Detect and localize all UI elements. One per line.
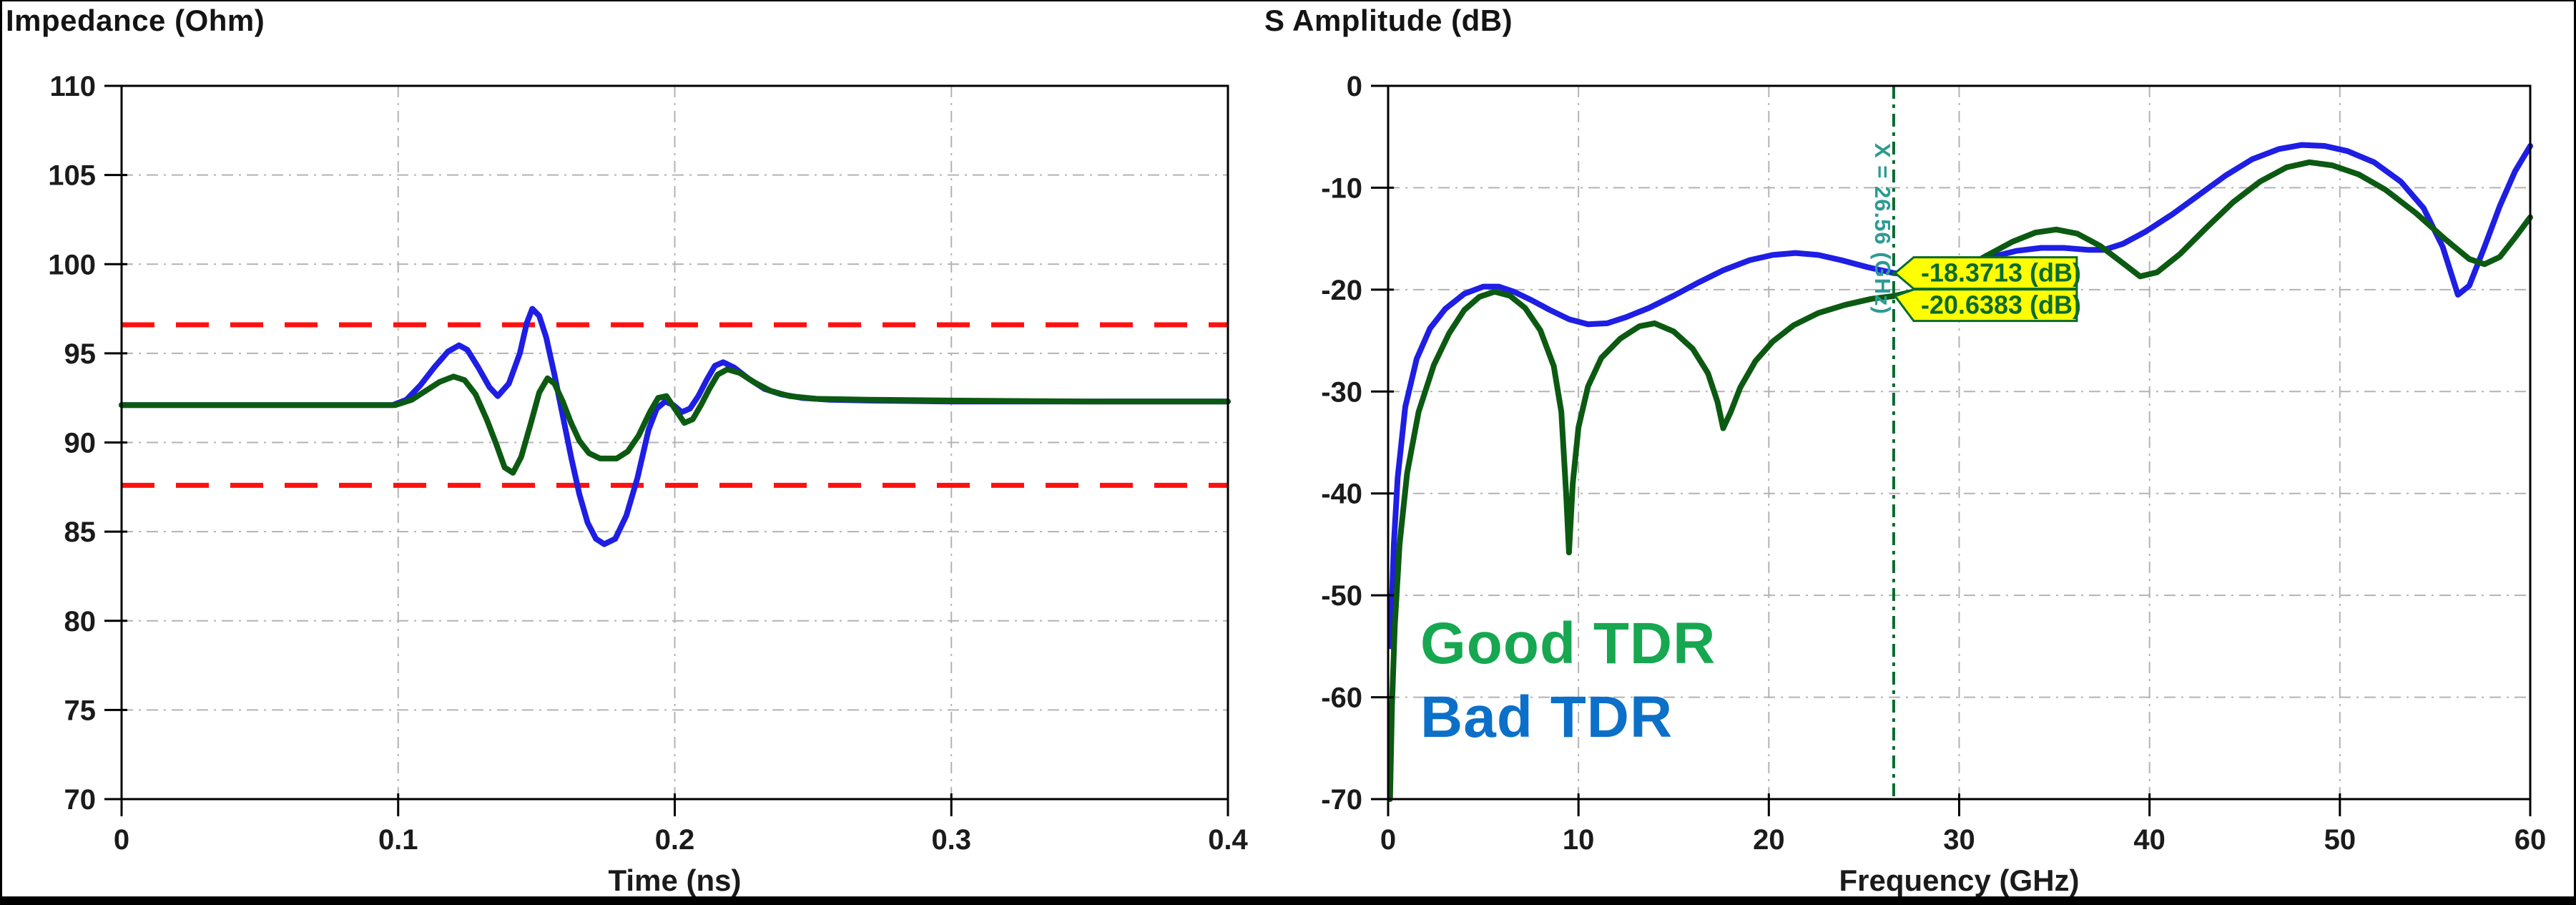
- s-amplitude-chart: X = 26.56 (GHz) -18.3713 (dB)-20.6383 (dB…: [1321, 71, 2546, 897]
- legend: Good TDR Bad TDR: [1420, 607, 1716, 755]
- series-good-tdr: [1387, 159, 2533, 802]
- s-amplitude-chart-title: S Amplitude (dB): [1264, 4, 1513, 37]
- callout-value: -20.6383 (dB): [1921, 290, 2081, 320]
- y-tick-label: -10: [1321, 172, 1362, 204]
- y-tick-label: -40: [1321, 479, 1362, 510]
- callout-box[interactable]: [1893, 256, 2078, 290]
- y-tick-label: 85: [64, 517, 97, 548]
- gridlines: [122, 86, 1228, 799]
- x-tick-label: 0.2: [655, 824, 695, 856]
- axis-ticks: [104, 84, 1229, 816]
- x-tick-label: 0: [1380, 824, 1396, 856]
- impedance-chart-title: Impedance (Ohm): [6, 4, 265, 37]
- x-axis-label: Frequency (GHz): [1839, 864, 2079, 897]
- marker-callout-good-tdr[interactable]: -20.6383 (dB): [1893, 288, 2081, 323]
- marker-callout-bad-tdr[interactable]: -18.3713 (dB): [1893, 256, 2081, 290]
- x-tick-label: 60: [2514, 824, 2547, 856]
- x-tick-label: 0.4: [1208, 824, 1248, 856]
- y-tick-label: 70: [64, 784, 97, 816]
- x-tick-label: 0.3: [931, 824, 971, 856]
- y-tick-label: 75: [64, 695, 97, 726]
- x-tick-label: 30: [1943, 824, 1975, 856]
- gridlines: [1388, 86, 2530, 799]
- y-tick-label: -20: [1321, 275, 1362, 306]
- impedance-chart: 0 0.1 0.2 0.3 0.4 70 75 80 85 90 95 100 105 110 Time (…: [48, 71, 1248, 897]
- y-tick-label: 95: [64, 338, 97, 370]
- y-tick-label: 105: [48, 160, 96, 192]
- y-tick-label: -70: [1321, 784, 1362, 816]
- y-tick-label: -30: [1321, 376, 1362, 408]
- y-tick-label: -50: [1321, 580, 1362, 612]
- legend-bad-tdr: Bad TDR: [1420, 685, 1673, 750]
- y-tick-label: 90: [64, 428, 97, 459]
- callout-box[interactable]: [1893, 288, 2078, 323]
- x-tick-label: 40: [2133, 824, 2165, 856]
- y-tick-label: 80: [64, 606, 97, 637]
- y-tick-label: 100: [48, 249, 96, 280]
- x-axis-label: Time (ns): [609, 864, 742, 897]
- y-tick-label: -60: [1321, 683, 1362, 714]
- x-tick-label: 0.1: [378, 824, 418, 856]
- x-tick-label: 10: [1563, 824, 1595, 856]
- x-tick-label: 0: [114, 824, 129, 856]
- marker-x-label: X = 26.56 (GHz): [1870, 143, 1895, 315]
- legend-good-tdr: Good TDR: [1420, 611, 1716, 676]
- x-tick-label: 20: [1753, 824, 1785, 856]
- series-good-tdr: [119, 366, 1231, 476]
- callout-value: -18.3713 (dB): [1921, 258, 2081, 288]
- x-tick-label: 50: [2324, 824, 2356, 856]
- y-tick-label: 110: [49, 71, 96, 102]
- y-tick-label: 0: [1347, 71, 1362, 102]
- axis-ticks: [1371, 84, 2532, 816]
